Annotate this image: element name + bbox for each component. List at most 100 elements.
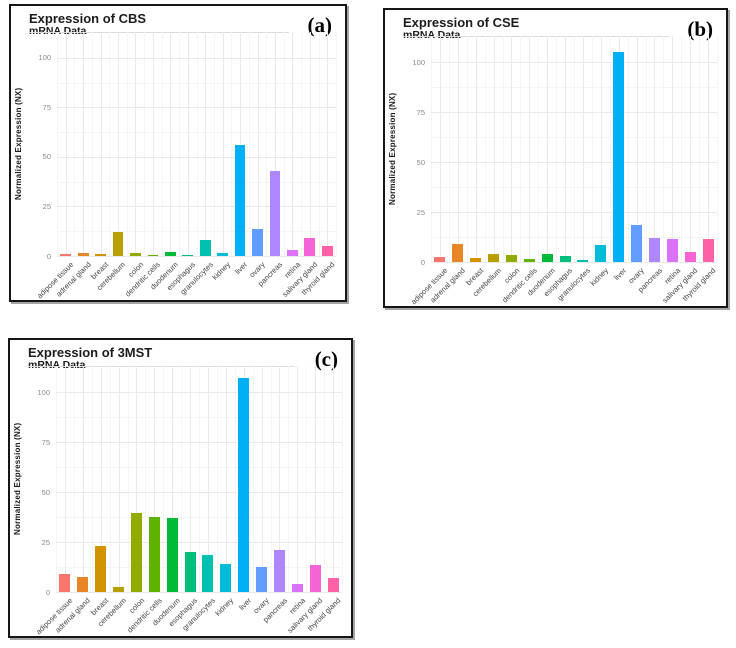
chart-panel-b: Expression of CSE mRNA Data (b) Normaliz… xyxy=(383,8,728,308)
x-tick-label: liver xyxy=(611,266,629,283)
gridline-minor-v xyxy=(91,366,93,592)
x-tick-label: liver xyxy=(233,260,250,277)
gridline-minor-v xyxy=(324,366,326,592)
bar-pancreas xyxy=(273,550,285,592)
gridline-major-v xyxy=(475,36,477,262)
bar-retina xyxy=(291,584,303,592)
gridline-minor-v xyxy=(57,32,58,256)
gridline-major-v xyxy=(600,36,602,262)
gridline-minor-v xyxy=(127,366,129,592)
gridline-minor-v xyxy=(663,36,665,262)
title-rule xyxy=(28,366,295,367)
gridline-major-v xyxy=(636,36,638,262)
gridline-major-v xyxy=(529,36,531,262)
y-tick-label: 25 xyxy=(416,207,425,217)
y-tick-label: 75 xyxy=(416,107,425,117)
gridline-major-v xyxy=(190,366,192,592)
bar-liver xyxy=(238,378,250,592)
gridline-major-h xyxy=(56,492,342,493)
gridline-minor-v xyxy=(717,36,718,262)
bar-ovary xyxy=(631,225,643,262)
gridline-minor-v xyxy=(342,366,343,592)
gridline-major-h xyxy=(431,112,717,113)
gridline-major-v xyxy=(565,36,567,262)
gridline-major-v xyxy=(83,32,85,256)
bar-duodenum xyxy=(166,518,178,592)
gridline-minor-v xyxy=(466,36,468,262)
gridline-minor-v xyxy=(161,32,163,256)
gridline-minor-v xyxy=(681,36,683,262)
gridline-major-v xyxy=(118,32,120,256)
bar-colon xyxy=(130,253,141,256)
bar-ovary xyxy=(252,229,263,256)
title-rule xyxy=(403,36,670,37)
bar-ovary xyxy=(256,567,268,592)
gridline-minor-v xyxy=(538,36,540,262)
gridline-minor-v xyxy=(574,36,575,262)
bar-cerebellum xyxy=(113,587,125,592)
x-tick-label: kidney xyxy=(588,266,611,288)
gridline-major-h xyxy=(57,156,336,158)
gridline-major-v xyxy=(225,366,227,592)
bar-adrenal-gland xyxy=(77,253,89,256)
y-axis-title: Normalized Expression (NX) xyxy=(14,87,23,201)
gridline-minor-v xyxy=(336,32,337,256)
gridline-minor-v xyxy=(448,36,450,262)
gridline-major-v xyxy=(333,366,335,592)
gridline-major-v xyxy=(672,36,674,262)
gridline-major-h xyxy=(431,62,717,63)
gridline-major-v xyxy=(240,32,242,256)
gridline-major-v xyxy=(547,36,549,262)
gridline-minor-v xyxy=(216,366,218,592)
gridline-major-v xyxy=(170,32,172,256)
gridline-major-h xyxy=(56,592,342,593)
y-tick-label: 100 xyxy=(412,57,425,67)
bar-kidney xyxy=(595,245,607,262)
gridline-major-v xyxy=(100,32,102,256)
bar-esophagus xyxy=(559,255,571,262)
gridline-major-v xyxy=(64,366,66,592)
bar-salivary-gland xyxy=(304,238,316,256)
gridline-major-v xyxy=(708,36,710,262)
gridline-minor-v xyxy=(56,366,57,592)
gridline-minor-v xyxy=(179,32,181,256)
bar-adipose-tissue xyxy=(434,257,446,262)
chart-title: Expression of CSE xyxy=(403,15,520,30)
gridline-major-h xyxy=(57,57,336,59)
gridline-major-h xyxy=(431,162,717,163)
gridline-major-v xyxy=(690,36,692,262)
gridline-minor-v xyxy=(248,32,250,256)
gridline-minor-v xyxy=(231,32,233,256)
y-tick-label: 75 xyxy=(41,437,50,447)
y-tick-label: 0 xyxy=(45,587,50,597)
gridline-major-v xyxy=(297,366,299,592)
bar-retina xyxy=(666,239,678,262)
gridline-major-v xyxy=(187,32,189,256)
gridline-major-v xyxy=(582,36,584,262)
gridline-minor-v xyxy=(126,32,128,256)
y-tick-label: 100 xyxy=(38,53,51,63)
gridline-minor-v xyxy=(591,36,593,262)
gridline-minor-v xyxy=(91,32,93,256)
chart-panel-a: Expression of CBS mRNA Data (a) Normaliz… xyxy=(9,4,347,302)
bar-thyroid-gland xyxy=(702,239,714,262)
y-tick-label: 50 xyxy=(42,152,51,162)
gridline-minor-v xyxy=(306,366,308,592)
gridline-major-v xyxy=(154,366,156,592)
bar-pancreas xyxy=(648,238,660,262)
gridline-major-v xyxy=(82,366,84,592)
bar-liver xyxy=(234,144,246,256)
gridline-major-v xyxy=(152,32,154,256)
gridline-major-v xyxy=(654,36,656,262)
gridline-minor-v xyxy=(502,36,504,262)
bar-breast xyxy=(470,258,482,262)
gridline-major-v xyxy=(439,36,441,262)
gridline-minor-v xyxy=(213,32,215,256)
gridline-minor-v xyxy=(181,366,183,592)
bar-cerebellum xyxy=(112,232,124,256)
bar-salivary-gland xyxy=(684,252,696,262)
gridline-minor-v xyxy=(266,32,268,256)
gridline-major-v xyxy=(279,366,281,592)
gridline-minor-v xyxy=(645,36,647,262)
